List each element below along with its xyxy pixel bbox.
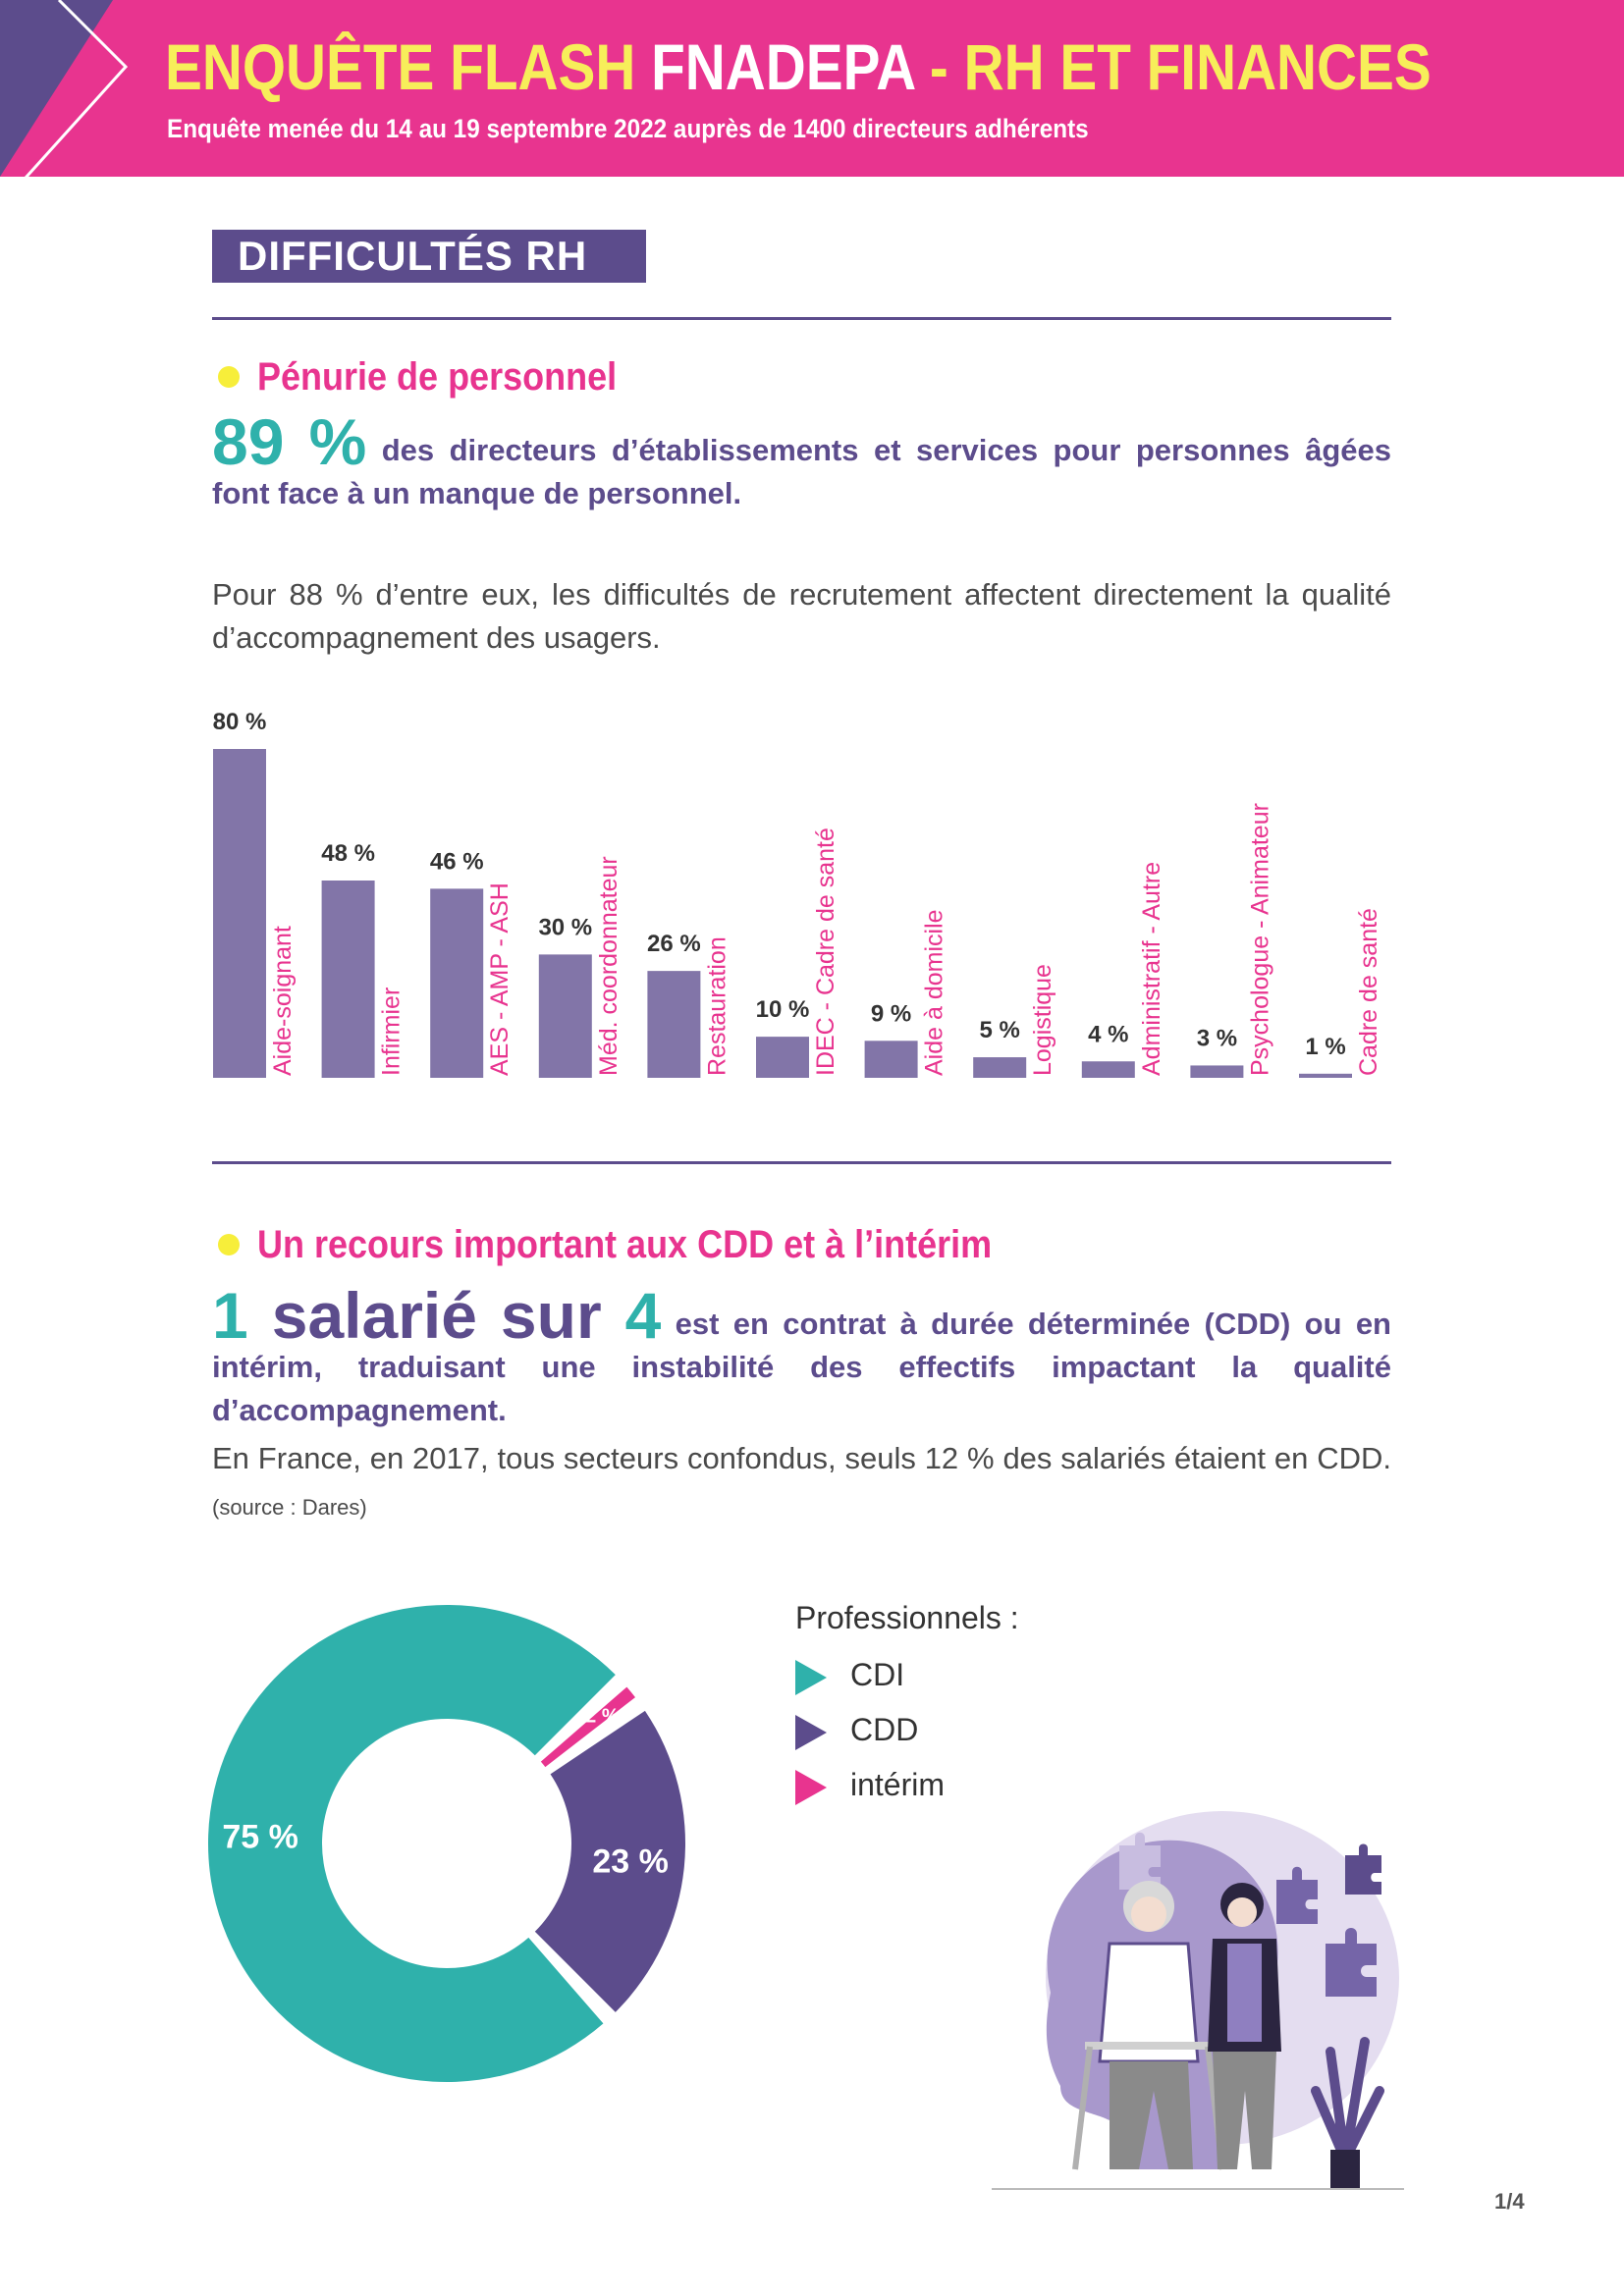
contracts-heading: Un recours important aux CDD et à l’inté… [257,1223,993,1266]
shortage-paragraph: Pour 88 % d’entre eux, les difficultés d… [212,577,1391,655]
bar-4 [647,971,701,1078]
bar-category-label: IDEC - Cadre de santé [812,828,839,1076]
contracts-stat-b: 4 [624,1279,662,1352]
donut-slice-intérim [540,1686,636,1768]
bar-value-label: 10 % [756,996,810,1023]
bar-value-label: 3 % [1197,1025,1237,1051]
contracts-stat-a: 1 [212,1279,248,1352]
bar-category-label: Aide-soignant [269,926,297,1076]
title-part-2: FNADEPA [651,30,915,103]
caregiver-illustration [992,1811,1404,2190]
donut-label: 23 % [592,1843,669,1881]
bar-5 [756,1037,809,1078]
bar-1 [321,881,375,1078]
bar-category-label: Administratif - Autre [1138,862,1165,1076]
legend-item-interim: intérim [795,1767,945,1805]
bar-category-label: Logistique [1029,964,1056,1076]
bar-8 [1081,1061,1135,1078]
contracts-stat-text: est en contrat à durée déterminée (CDD) … [212,1307,1391,1427]
bar-2 [430,888,484,1078]
legend-item-cdd: CDD [795,1712,918,1750]
shortage-bar-chart: 80 % Aide-soignant 48 % Infirmier 46 %AES - … [213,709,1382,1078]
divider-middle [212,1161,1391,1164]
bar-value-label: 26 % [647,931,701,957]
header-banner: ENQUÊTE FLASH FNADEPA - RH ET FINANCES E… [0,0,1624,208]
bar-value-label: 1 % [1305,1034,1345,1060]
legend-title: Professionnels : [795,1600,1019,1635]
donut-slice-cdd [534,1710,685,2012]
page-subtitle: Enquête menée du 14 au 19 septembre 2022… [167,114,1089,143]
legend-label: intérim [850,1767,946,1802]
triangle-icon [795,1769,827,1805]
bar-0 [213,749,266,1078]
triangle-icon [795,1659,827,1695]
bar-category-label: AES - AMP - ASH [486,882,514,1076]
bar-3 [538,954,592,1078]
divider-top [212,317,1391,320]
donut-label: 2 % [585,1706,620,1728]
contracts-source: (source : Dares) [212,1495,367,1520]
bar-10 [1299,1073,1352,1078]
bar-category-label: Psychologue - Animateur [1246,803,1273,1076]
yellow-bullet-icon [218,366,240,388]
yellow-bullet-icon-2 [218,1234,240,1255]
shortage-lead: 89 % des directeurs d’établissements et … [212,409,1391,515]
contracts-stat-mid: salarié sur [247,1279,625,1352]
bar-category-label: Aide à domicile [921,909,948,1076]
legend-label: CDI [850,1657,905,1692]
bar-value-label: 4 % [1088,1021,1128,1047]
bar-value-label: 5 % [980,1017,1020,1043]
bar-category-label: Cadre de santé [1355,908,1382,1076]
legend-label: CDD [850,1712,919,1747]
bar-category-label: Restauration [703,936,731,1076]
bar-value-label: 30 % [538,914,592,940]
section-tag: DIFFICULTÉS RH [212,230,646,283]
donut-slice-cdi [207,1605,616,2082]
page-title: ENQUÊTE FLASH FNADEPA - RH ET FINANCES [165,29,1432,104]
legend-item-cdi: CDI [795,1657,904,1695]
bar-value-label: 80 % [213,709,267,735]
title-part-3: - RH ET FINANCES [914,30,1432,103]
bar-value-label: 46 % [430,848,484,875]
bar-7 [973,1057,1027,1078]
bar-value-label: 9 % [871,1000,911,1027]
shortage-stat: 89 % [212,405,367,478]
shortage-stat-text: des directeurs d’établissements et servi… [212,433,1391,510]
title-part-1: ENQUÊTE FLASH [165,30,652,103]
contracts-paragraph-text: En France, en 2017, tous secteurs confon… [212,1441,1391,1475]
bar-category-label: Infirmier [378,988,406,1076]
contracts-paragraph: En France, en 2017, tous secteurs confon… [212,1437,1391,1529]
donut-label: 75 % [222,1819,298,1856]
page-number: 1/4 [1494,2189,1525,2214]
contracts-lead: 1 salarié sur 4 est en contrat à durée d… [212,1283,1391,1432]
bar-9 [1190,1065,1244,1078]
bar-category-label: Méd. coordonnateur [595,856,623,1076]
bar-6 [864,1041,918,1078]
bar-value-label: 48 % [321,840,375,867]
shortage-heading: Pénurie de personnel [257,355,618,399]
corner-decoration [0,0,129,208]
triangle-icon [795,1714,827,1750]
